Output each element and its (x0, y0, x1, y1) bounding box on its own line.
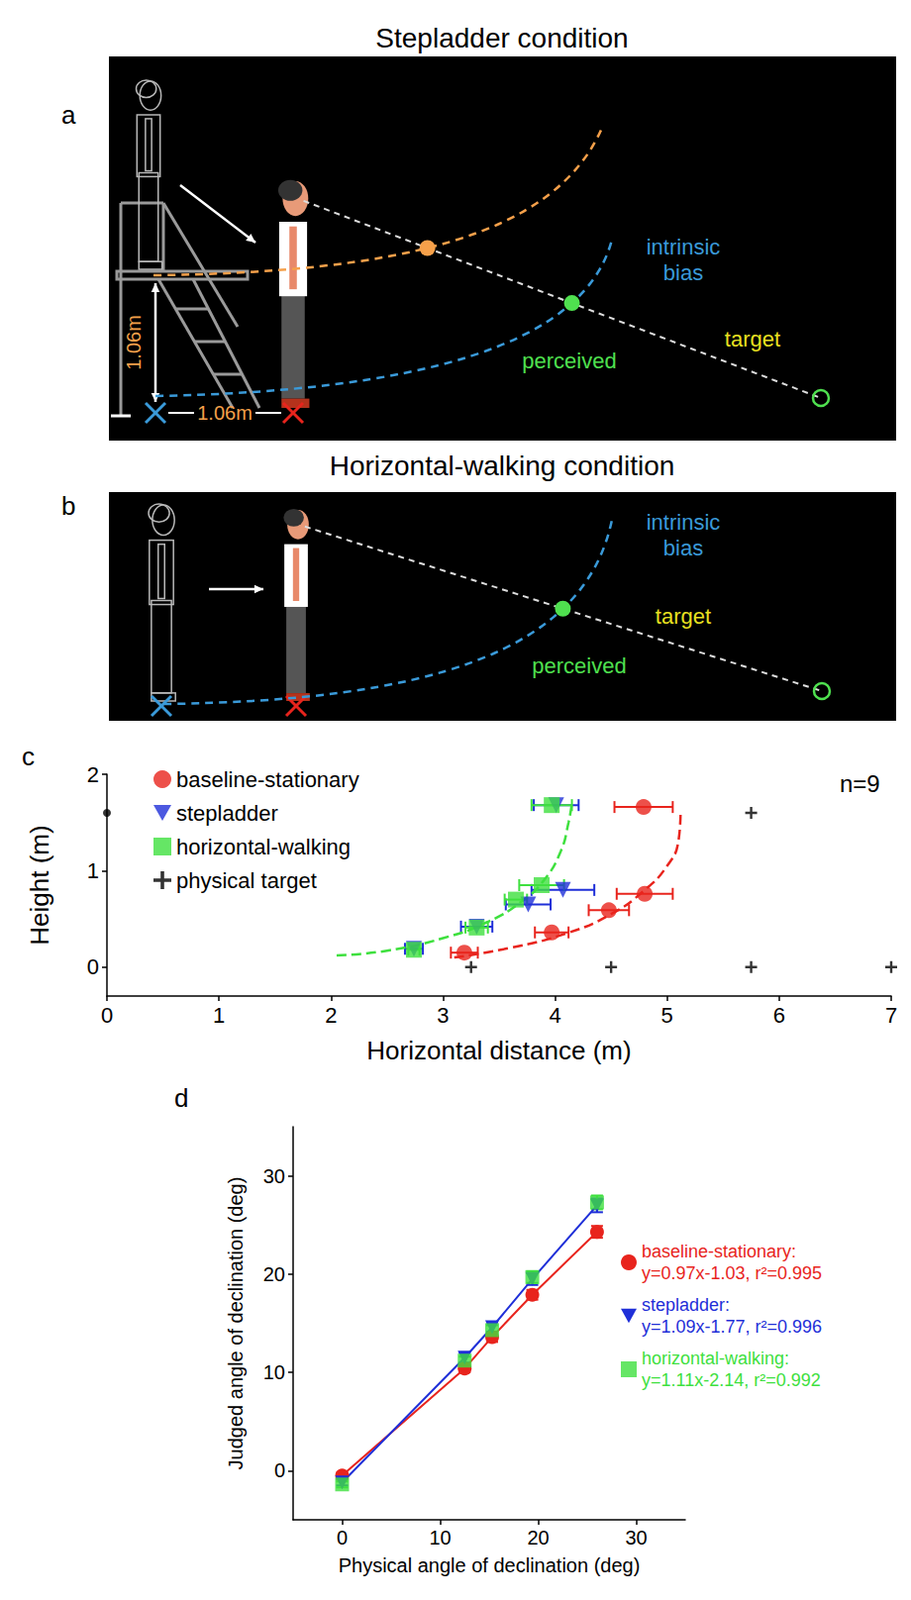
svg-text:Horizontal distance (m): Horizontal distance (m) (366, 1035, 631, 1066)
svg-text:6: 6 (773, 1003, 786, 1028)
svg-text:bias: bias (663, 535, 704, 561)
svg-text:Physical angle of declination: Physical angle of declination (deg) (338, 1554, 641, 1577)
svg-text:30: 30 (263, 1165, 286, 1188)
svg-text:target: target (655, 604, 711, 629)
svg-text:5: 5 (661, 1003, 674, 1028)
svg-text:10: 10 (428, 1526, 451, 1549)
svg-text:10: 10 (263, 1361, 286, 1384)
svg-text:perceived: perceived (521, 348, 616, 374)
svg-text:baseline-stationary:: baseline-stationary: (641, 1241, 797, 1262)
svg-text:c: c (21, 741, 35, 772)
svg-text:1.06m: 1.06m (197, 402, 253, 424)
svg-text:target: target (724, 326, 781, 352)
svg-text:3: 3 (436, 1003, 449, 1028)
svg-text:Height (m): Height (m) (24, 824, 55, 945)
svg-text:Horizontal-walking condition: Horizontal-walking condition (329, 450, 676, 482)
svg-text:1.06m: 1.06m (122, 314, 145, 371)
svg-text:n=9: n=9 (839, 770, 881, 798)
svg-text:y=1.09x-1.77, r²=0.996: y=1.09x-1.77, r²=0.996 (641, 1316, 822, 1337)
svg-text:stepladder: stepladder (176, 801, 279, 826)
svg-text:Stepladder condition: Stepladder condition (375, 22, 628, 54)
svg-text:0: 0 (336, 1526, 348, 1549)
svg-text:horizontal-walking:: horizontal-walking: (641, 1348, 790, 1369)
svg-text:perceived: perceived (531, 653, 626, 679)
svg-text:1: 1 (87, 858, 100, 884)
svg-text:intrinsic: intrinsic (646, 509, 721, 535)
svg-text:0: 0 (101, 1003, 113, 1028)
svg-text:7: 7 (885, 1003, 898, 1028)
svg-text:0: 0 (87, 954, 100, 980)
svg-text:d: d (174, 1083, 189, 1114)
svg-text:1: 1 (212, 1003, 225, 1028)
svg-text:2: 2 (87, 762, 100, 788)
svg-text:a: a (61, 100, 77, 130)
svg-text:horizontal-walking: horizontal-walking (176, 834, 351, 860)
svg-text:intrinsic: intrinsic (646, 234, 721, 260)
svg-text:y=1.11x-2.14, r²=0.992: y=1.11x-2.14, r²=0.992 (641, 1370, 821, 1391)
svg-text:physical target: physical target (176, 868, 317, 894)
svg-text:4: 4 (548, 1003, 561, 1028)
svg-text:bias: bias (663, 260, 704, 286)
svg-text:b: b (61, 491, 76, 521)
svg-text:baseline-stationary: baseline-stationary (176, 767, 360, 793)
svg-text:y=0.97x-1.03, r²=0.995: y=0.97x-1.03, r²=0.995 (641, 1263, 822, 1284)
svg-text:Judged angle of declination (d: Judged angle of declination (deg) (224, 1177, 247, 1471)
svg-text:stepladder:: stepladder: (641, 1295, 730, 1316)
svg-text:20: 20 (526, 1526, 549, 1549)
svg-text:0: 0 (274, 1459, 286, 1482)
svg-text:2: 2 (324, 1003, 337, 1028)
svg-text:30: 30 (624, 1526, 647, 1549)
svg-text:20: 20 (263, 1263, 286, 1286)
